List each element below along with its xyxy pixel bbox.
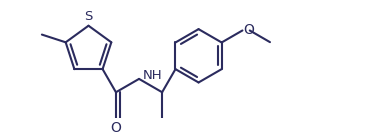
Text: NH: NH	[142, 69, 162, 82]
Text: O: O	[243, 24, 254, 38]
Text: S: S	[84, 10, 92, 23]
Text: O: O	[111, 121, 122, 135]
